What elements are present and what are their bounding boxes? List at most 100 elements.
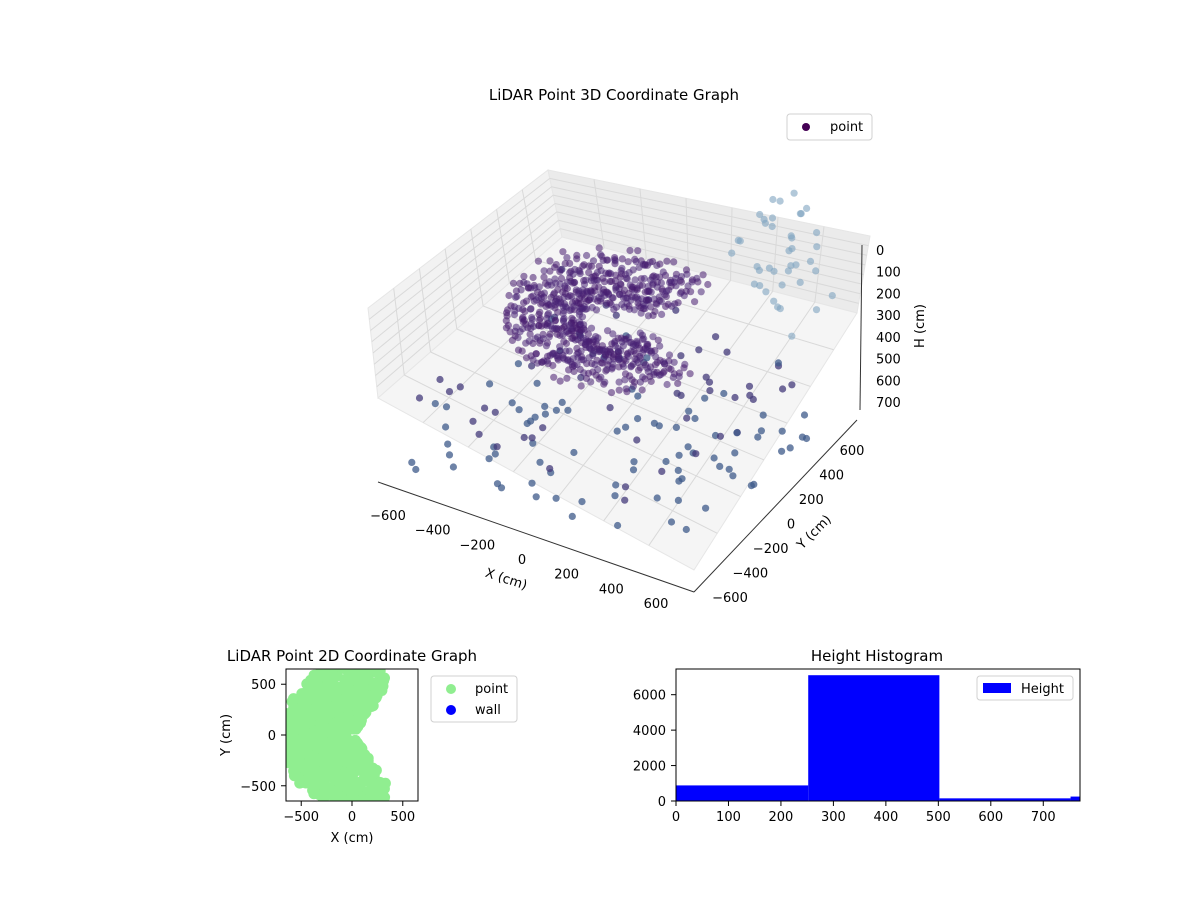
data-point-3d [665, 351, 674, 359]
x-axis-label-2d: X (cm) [331, 831, 374, 846]
x-ticks-3d: −600 −400 −200 0 200 400 600 [370, 509, 668, 612]
data-point-3d [579, 356, 588, 364]
data-point-3d [662, 292, 670, 300]
data-point-3d [442, 423, 450, 431]
data-point-3d [749, 395, 757, 403]
grid-line [371, 194, 554, 343]
data-point-3d [588, 303, 596, 312]
x-tick-label-histogram: 500 [926, 810, 951, 825]
data-point-3d [621, 370, 630, 378]
data-point-3d [612, 481, 620, 489]
data-point-2d [352, 749, 364, 761]
x-tick-label-3d: 200 [554, 568, 579, 583]
data-point-3d [634, 247, 642, 255]
data-point-3d [606, 404, 614, 412]
data-point-3d [806, 257, 815, 265]
data-point-3d [720, 389, 728, 398]
data-point-3d [674, 496, 683, 504]
legend-2d-wall-marker [446, 705, 456, 715]
data-point-3d [583, 251, 591, 260]
data-point-3d [650, 272, 658, 280]
data-point-3d [626, 246, 634, 255]
x-tick-label-3d: 600 [644, 597, 669, 612]
data-point-2d [361, 669, 373, 675]
data-point-3d [575, 290, 583, 298]
data-point-3d [660, 360, 669, 368]
data-point-3d [524, 284, 532, 292]
data-point-3d [415, 394, 424, 402]
y-axis-label-2d: Y (cm) [219, 714, 234, 757]
data-point-3d [556, 377, 564, 385]
data-point-2d [286, 734, 293, 746]
data-point-3d [663, 380, 671, 389]
data-point-3d [497, 484, 506, 492]
grid-line [375, 219, 559, 376]
data-point-3d [680, 364, 688, 372]
grid-line [368, 177, 551, 320]
data-point-3d [595, 262, 603, 270]
data-point-3d [610, 339, 619, 347]
data-point-3d [516, 279, 524, 287]
grid-line [535, 259, 834, 351]
histogram-ticks: 0 100 200 300 400 500 600 700 0 2000 4000 6000 [633, 689, 1056, 825]
data-point-3d [786, 444, 794, 452]
z-tick-label-3d: 600 [876, 374, 901, 389]
data-point-3d [526, 330, 534, 338]
data-point-3d [653, 368, 661, 376]
data-point-3d [520, 272, 528, 280]
data-point-2d [340, 716, 352, 728]
data-point-3d [536, 339, 544, 347]
data-point-3d [565, 366, 573, 374]
data-point-3d [620, 356, 628, 364]
y-tick-label-histogram: 0 [658, 795, 666, 810]
data-point-3d [578, 313, 587, 321]
data-point-3d [623, 275, 631, 283]
grid-line [373, 211, 558, 365]
data-point-3d [716, 462, 724, 470]
data-point-3d [560, 315, 568, 323]
data-point-3d [571, 332, 579, 340]
y-ticks-3d: −600 −400 −200 0 200 400 600 [712, 444, 864, 606]
data-point-3d [774, 359, 783, 367]
data-point-3d [525, 337, 533, 345]
data-point-3d [511, 332, 519, 340]
data-point-3d [603, 288, 611, 296]
data-point-3d [615, 386, 623, 394]
plot-frame-histogram [675, 668, 1081, 802]
data-point-3d [617, 281, 625, 289]
x-tick-label-2d: 500 [390, 810, 415, 825]
legend-3d-marker [802, 123, 810, 131]
data-point-3d [570, 448, 578, 457]
grid-line [593, 179, 605, 248]
data-point-3d [569, 270, 577, 278]
legend-histogram-swatch [983, 683, 1011, 693]
data-point-3d [573, 251, 581, 259]
data-point-3d [634, 415, 642, 423]
data-point-3d [674, 379, 682, 387]
chart-2d: LiDAR Point 2D Coordinate Graph −500−500… [219, 647, 518, 846]
data-point-3d [621, 376, 629, 384]
data-point-3d [646, 372, 654, 381]
grid-line [372, 203, 556, 354]
data-point-3d [813, 229, 821, 237]
data-point-3d [580, 325, 588, 333]
data-point-3d [779, 385, 787, 393]
data-point-3d [683, 414, 691, 422]
data-point-3d [512, 287, 521, 295]
data-point-3d [691, 414, 699, 423]
data-point-3d [504, 321, 512, 329]
data-point-3d [797, 210, 805, 218]
data-point-2d [354, 697, 365, 709]
data-point-3d [600, 347, 608, 355]
y-axis-line [693, 419, 858, 593]
data-point-2d [286, 757, 295, 769]
data-point-3d [745, 382, 754, 390]
data-point-3d [510, 311, 519, 319]
data-point-3d [553, 324, 561, 332]
data-point-3d [803, 204, 811, 212]
data-point-3d [481, 404, 489, 412]
data-point-3d [750, 280, 759, 288]
z-tick-label-3d: 500 [876, 353, 901, 368]
data-point-3d [625, 269, 633, 277]
y-tick-label-3d: −600 [712, 591, 748, 606]
